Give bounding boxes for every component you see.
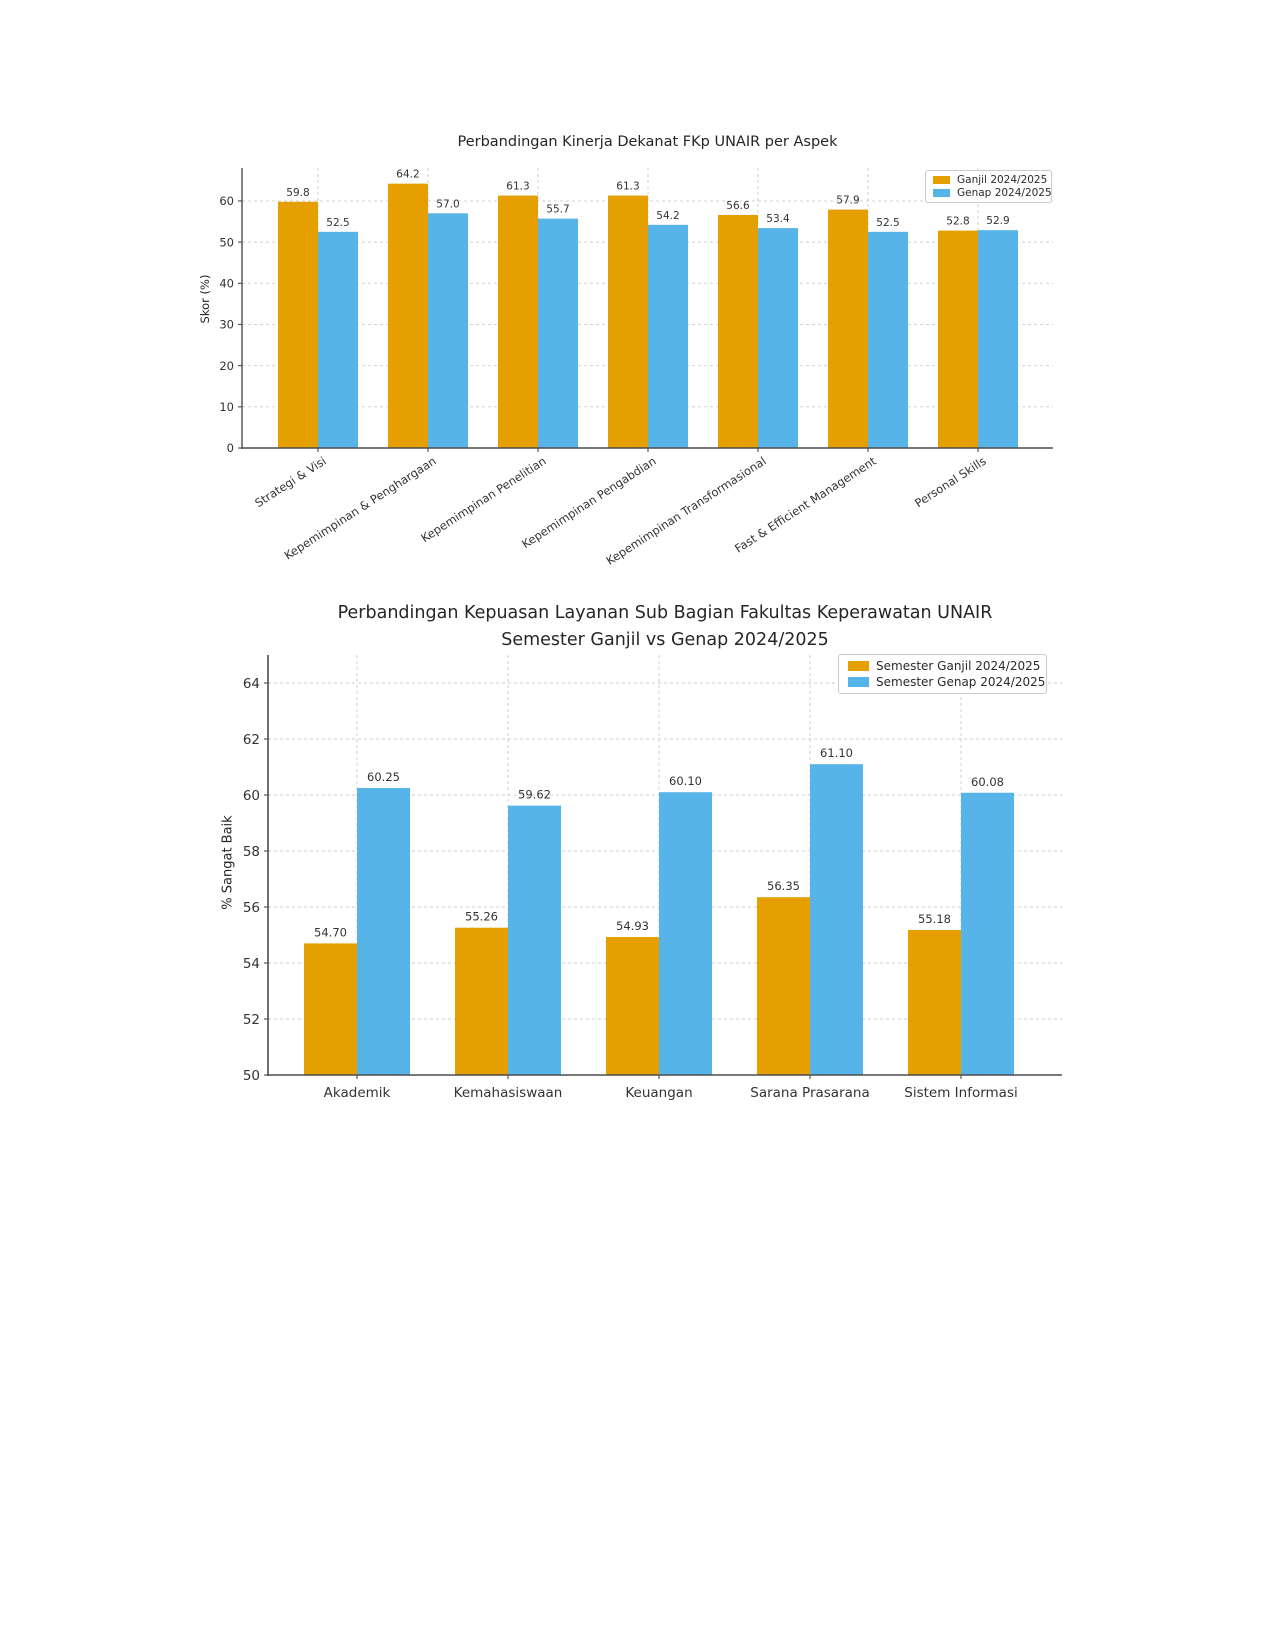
chart1-legend-item-ganjil: Ganjil 2024/2025 [933,173,1051,186]
bar-series1-cat0 [318,231,358,448]
bar-value-label: 54.70 [314,925,347,939]
bar-value-label: 55.26 [465,910,498,924]
ganjil-swatch [933,175,950,184]
y-tick-label: 54 [243,956,260,972]
bar-series1-cat4 [961,792,1014,1075]
y-tick-label: 52 [243,1012,260,1028]
bar-series1-cat2 [538,218,578,448]
bar-value-label: 54.2 [656,210,679,222]
bar-series1-cat1 [508,805,561,1075]
bar-value-label: 60.08 [971,775,1004,789]
genap-swatch [933,189,950,198]
chart2-legend-item-genap: Semester Genap 2024/2025 [848,676,1046,688]
y-tick-label: 30 [219,318,234,332]
bar-value-label: 60.10 [669,774,702,788]
bar-series0-cat5 [828,209,868,448]
bar-value-label: 60.25 [367,770,400,784]
bar-series0-cat4 [718,214,758,448]
bar-series0-cat4 [908,929,961,1075]
x-tick-label: Personal Skills [912,454,988,510]
chart1-title: Perbandingan Kinerja Dekanat FKp UNAIR p… [457,134,838,150]
bar-series0-cat1 [388,183,428,448]
bar-series1-cat2 [659,792,712,1075]
bar-series0-cat2 [606,936,659,1075]
x-tick-label: Akademik [324,1085,391,1101]
bar-value-label: 56.6 [726,200,750,212]
y-tick-label: 58 [243,844,260,860]
bar-value-label: 52.9 [986,215,1009,227]
bar-value-label: 52.8 [946,216,969,228]
x-tick-label: Strategi & Visi [252,454,328,510]
chart2-plot: 54.70 55.26 54.93 56.35 55.18 60.25 59.62 60.10… [243,655,1062,1101]
bar-value-label: 52.5 [876,217,899,229]
chart2-legend-label-ganjil: Semester Ganjil 2024/2025 [876,659,1041,673]
bar-value-label: 61.10 [820,746,853,760]
chart1-legend-label-genap: Genap 2024/2025 [957,187,1052,199]
x-tick-label: Kepemimpinan Penelitian [418,454,548,545]
bar-series1-cat0 [357,788,410,1075]
bar-series1-cat6 [978,230,1018,448]
y-tick-label: 50 [219,235,234,249]
chart1-plot: 59.8 64.2 61.3 61.3 56.6 57.9 52.8 52.5 57.0 55.7… [219,168,1053,568]
y-tick-label: 50 [243,1068,260,1084]
bar-series0-cat1 [455,927,508,1075]
bar-series0-cat0 [278,201,318,448]
chart2-subtitle: Semester Ganjil vs Genap 2024/2025 [501,630,829,650]
bar-value-label: 53.4 [766,213,790,225]
y-tick-label: 10 [219,400,234,414]
bar-series1-cat5 [868,231,908,448]
bar-value-label: 61.3 [506,181,529,193]
chart1-legend-item-genap: Genap 2024/2025 [933,187,1052,199]
bar-value-label: 55.7 [546,204,569,216]
chart2-legend-label-genap: Semester Genap 2024/2025 [876,675,1046,689]
bar-series1-cat1 [428,213,468,448]
chart2-legend: Semester Ganjil 2024/2025 Semester Genap… [838,654,1047,694]
y-tick-label: 60 [243,788,260,804]
bar-value-label: 61.3 [616,181,639,193]
chart1-legend-label-ganjil: Ganjil 2024/2025 [957,173,1048,186]
bar-value-label: 64.2 [396,169,419,181]
y-tick-label: 20 [219,359,234,373]
ganjil-swatch [848,661,869,671]
bar-series0-cat6 [938,230,978,448]
y-tick-label: 40 [219,276,234,290]
y-tick-label: 62 [243,732,260,748]
y-tick-label: 0 [227,441,234,455]
bar-value-label: 56.35 [767,879,800,893]
bar-series0-cat0 [304,943,357,1075]
bar-value-label: 54.93 [616,919,649,933]
bar-series1-cat4 [758,228,798,448]
bar-series0-cat3 [608,195,648,448]
x-tick-label: Sarana Prasarana [750,1085,869,1101]
bar-value-label: 59.8 [286,187,309,199]
chart1-legend: Ganjil 2024/2025 Genap 2024/2025 [925,170,1052,203]
bar-series1-cat3 [648,224,688,448]
bar-series0-cat3 [757,897,810,1075]
genap-swatch [848,677,869,687]
bar-value-label: 52.5 [326,217,349,229]
chart2-title: Perbandingan Kepuasan Layanan Sub Bagian… [337,603,993,623]
bar-value-label: 59.62 [518,788,551,802]
bar-series1-cat3 [810,764,863,1075]
bar-series0-cat2 [498,195,538,448]
chart2-legend-item-ganjil: Semester Ganjil 2024/2025 [848,660,1046,672]
bar-value-label: 57.0 [436,198,459,210]
bar-value-label: 55.18 [918,912,951,926]
x-tick-label: Sistem Informasi [904,1085,1017,1101]
y-tick-label: 60 [219,194,234,208]
bar-value-label: 57.9 [836,195,859,207]
y-tick-label: 64 [243,676,260,692]
x-tick-label: Kemahasiswaan [454,1085,563,1101]
y-tick-label: 56 [243,900,260,916]
x-tick-label: Keuangan [625,1085,692,1101]
